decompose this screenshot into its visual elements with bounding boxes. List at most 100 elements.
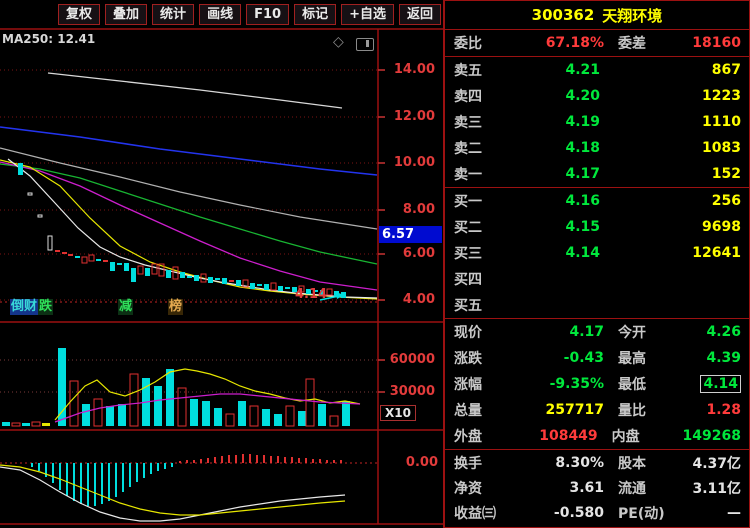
quote-row: 总量 257717 量比 1.28 (445, 397, 749, 423)
price-cursor-label: 6.57 (379, 226, 442, 243)
field-value: 8.30% (555, 454, 604, 471)
quote-row: 涨幅 -9.35% 最低 4.14 (445, 371, 749, 397)
field-label: 总量 (454, 403, 482, 419)
ask-volume: 1110 (702, 114, 741, 130)
bid-label: 买一 (454, 194, 482, 210)
bid-row[interactable]: 买二 4.15 9698 (445, 214, 749, 240)
field-value: 4.39 (706, 350, 741, 366)
field-value: 4.26 (706, 324, 741, 340)
ask-row[interactable]: 卖五 4.21 867 (445, 57, 749, 83)
field-value: 1.28 (706, 402, 741, 418)
kline-chart-canvas[interactable] (0, 0, 443, 528)
weibi-section: 委比 67.18% 委差 18160 (445, 30, 749, 57)
quote-grid: 现价 4.17 今开 4.26 涨跌 -0.43 最高 4.39 涨幅 -9.35% 最低 4.14 总… (445, 319, 749, 450)
chart-event-tag-跌: 跌 (38, 299, 54, 315)
quote-row: 收益㈢ -0.580 PE(动) — (445, 500, 749, 525)
field-value: -9.35% (549, 376, 604, 392)
ask-row[interactable]: 卖一 4.17 152 (445, 161, 749, 187)
ask-volume: 867 (711, 62, 741, 78)
volume-unit-label: X10 (380, 405, 416, 421)
field-label: PE(动) (618, 505, 665, 522)
chart-event-tag-减: 减 (118, 299, 134, 315)
chart-style-icon[interactable] (356, 38, 374, 51)
ask-list: 卖五 4.21 867 卖四 4.20 1223 卖三 4.19 1110 卖二 4.18 1083 卖… (445, 57, 749, 188)
field-label: 今开 (618, 325, 646, 341)
field-value: 108449 (539, 428, 598, 444)
toolbar-button-返回[interactable]: 返回 (398, 4, 441, 25)
toolbar-button-F10[interactable]: F10 (246, 4, 290, 25)
ask-label: 卖二 (454, 141, 482, 157)
ask-row[interactable]: 卖二 4.18 1083 (445, 135, 749, 161)
weicha-label: 委差 (618, 36, 646, 52)
field-value: 4.14 (692, 375, 741, 393)
ask-label: 卖一 (454, 167, 482, 183)
chart-event-tag-倒财: 倒财 (10, 299, 39, 315)
ask-label: 卖三 (454, 115, 482, 131)
ma250-indicator-label: MA250: 12.41 (2, 32, 96, 46)
bid-volume: 12641 (692, 245, 741, 261)
toolbar-button-统计[interactable]: 统计 (152, 4, 195, 25)
toolbar-button-叠加[interactable]: 叠加 (105, 4, 148, 25)
stock-name: 天翔环境 (602, 6, 663, 25)
price-axis-tick-8.00: 8.00 (402, 202, 435, 217)
ask-row[interactable]: 卖四 4.20 1223 (445, 83, 749, 109)
last-price-marker-label: 4.14 (295, 287, 328, 302)
toolbar-button-标记[interactable]: 标记 (294, 4, 337, 25)
macd-zero-label: 0.00 (405, 455, 438, 470)
stats-grid: 换手 8.30% 股本 4.37亿 净资 3.61 流通 3.11亿 收益㈢ -0.580 PE(动… (445, 450, 749, 525)
quote-row: 涨跌 -0.43 最高 4.39 (445, 345, 749, 371)
bid-row[interactable]: 买四 (445, 266, 749, 292)
price-axis-tick-14.00: 14.00 (393, 62, 435, 77)
field-value: 3.61 (569, 479, 604, 496)
weicha-value: 18160 (692, 35, 741, 51)
field-label: 最高 (618, 351, 646, 367)
bid-label: 买三 (454, 246, 482, 262)
ask-label: 卖四 (454, 89, 482, 105)
toolbar-button-复权[interactable]: 复权 (58, 4, 101, 25)
bid-row[interactable]: 买三 4.14 12641 (445, 240, 749, 266)
volume-axis-tick-60000: 60000 (389, 352, 435, 367)
quote-row: 现价 4.17 今开 4.26 (445, 319, 749, 345)
quote-row: 净资 3.61 流通 3.11亿 (445, 475, 749, 500)
field-value: -0.43 (563, 350, 604, 366)
bid-price: 4.14 (565, 245, 600, 261)
field-label: 净资 (454, 480, 482, 497)
bid-volume: 9698 (702, 219, 741, 235)
price-axis-tick-12.00: 12.00 (393, 109, 435, 124)
field-value: — (727, 504, 741, 521)
ask-row[interactable]: 卖三 4.19 1110 (445, 109, 749, 135)
field-label: 涨跌 (454, 351, 482, 367)
weibi-value: 67.18% (545, 35, 604, 51)
ask-price: 4.20 (565, 88, 600, 104)
field-label: 最低 (618, 377, 646, 393)
toolbar-button-+自选[interactable]: +自选 (341, 4, 394, 25)
ask-volume: 1223 (702, 88, 741, 104)
bid-row[interactable]: 买五 (445, 292, 749, 318)
quote-row: 换手 8.30% 股本 4.37亿 (445, 450, 749, 475)
quote-row: 外盘 108449 内盘 149268 (445, 423, 749, 449)
field-value: 3.11亿 (692, 480, 741, 497)
field-value: 4.37亿 (692, 455, 741, 472)
field-value: 4.17 (569, 324, 604, 340)
field-label: 涨幅 (454, 377, 482, 393)
bid-label: 买四 (454, 272, 482, 288)
weibi-row: 委比 67.18% 委差 18160 (445, 30, 749, 56)
volume-axis-tick-30000: 30000 (389, 384, 435, 399)
field-value: 149268 (682, 428, 741, 444)
kline-chart-panel[interactable]: MA250: 12.41 ◇ 6.57 4.14 X10 0.00 14.00 1… (0, 0, 443, 528)
ask-price: 4.21 (565, 62, 600, 78)
ask-price: 4.18 (565, 140, 600, 156)
stock-header: 300362 天翔环境 (445, 1, 749, 30)
bid-label: 买二 (454, 220, 482, 236)
quote-panel: 300362 天翔环境 委比 67.18% 委差 18160 卖五 4.21 867… (443, 0, 750, 528)
bid-row[interactable]: 买一 4.16 256 (445, 188, 749, 214)
diamond-marker-icon[interactable]: ◇ (333, 34, 344, 50)
stock-code: 300362 (531, 6, 595, 24)
field-label: 量比 (618, 403, 646, 419)
weibi-label: 委比 (454, 36, 482, 52)
toolbar: 复权 叠加 统计 画线 F10 标记 +自选 返回 (0, 0, 443, 29)
field-value: 257717 (545, 402, 604, 418)
field-value: -0.580 (553, 504, 604, 521)
price-axis-tick-4.00: 4.00 (402, 292, 435, 307)
toolbar-button-画线[interactable]: 画线 (199, 4, 242, 25)
